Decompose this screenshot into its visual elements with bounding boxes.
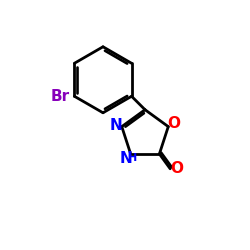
- Text: O: O: [170, 161, 183, 176]
- Text: N: N: [120, 151, 133, 166]
- Text: O: O: [167, 116, 180, 131]
- Text: Br: Br: [51, 89, 70, 104]
- Text: H: H: [128, 153, 138, 163]
- Text: N: N: [110, 118, 123, 133]
